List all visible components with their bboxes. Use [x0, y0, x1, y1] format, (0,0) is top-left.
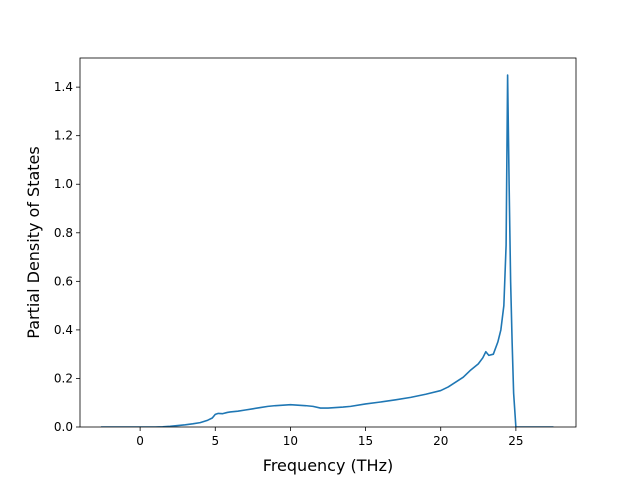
- y-tick-label: 1.4: [54, 80, 73, 94]
- x-tick-label: 0: [136, 434, 144, 448]
- y-tick-label: 0.2: [54, 371, 73, 385]
- x-tick-label: 5: [211, 434, 219, 448]
- y-tick-label: 0.4: [54, 323, 73, 337]
- y-tick-label: 0.6: [54, 274, 73, 288]
- y-tick-label: 0.0: [54, 420, 73, 434]
- series-line-0: [101, 74, 554, 427]
- plot-content: [101, 74, 554, 427]
- y-axis-label: Partial Density of States: [24, 146, 43, 338]
- y-tick-label: 1.0: [54, 177, 73, 191]
- x-tick-label: 25: [508, 434, 523, 448]
- y-tick-label: 1.2: [54, 129, 73, 143]
- x-tick-label: 10: [283, 434, 298, 448]
- ticks-layer: 0 5 10 15 20 25 0.0 0.2 0.4 0.6 0.8 1.0 1.2 1.4: [54, 80, 524, 448]
- plot-frame: [79, 57, 577, 428]
- y-tick-label: 0.8: [54, 226, 73, 240]
- x-tick-label: 15: [358, 434, 373, 448]
- x-axis-label: Frequency (THz): [263, 456, 393, 475]
- x-tick-label: 20: [433, 434, 448, 448]
